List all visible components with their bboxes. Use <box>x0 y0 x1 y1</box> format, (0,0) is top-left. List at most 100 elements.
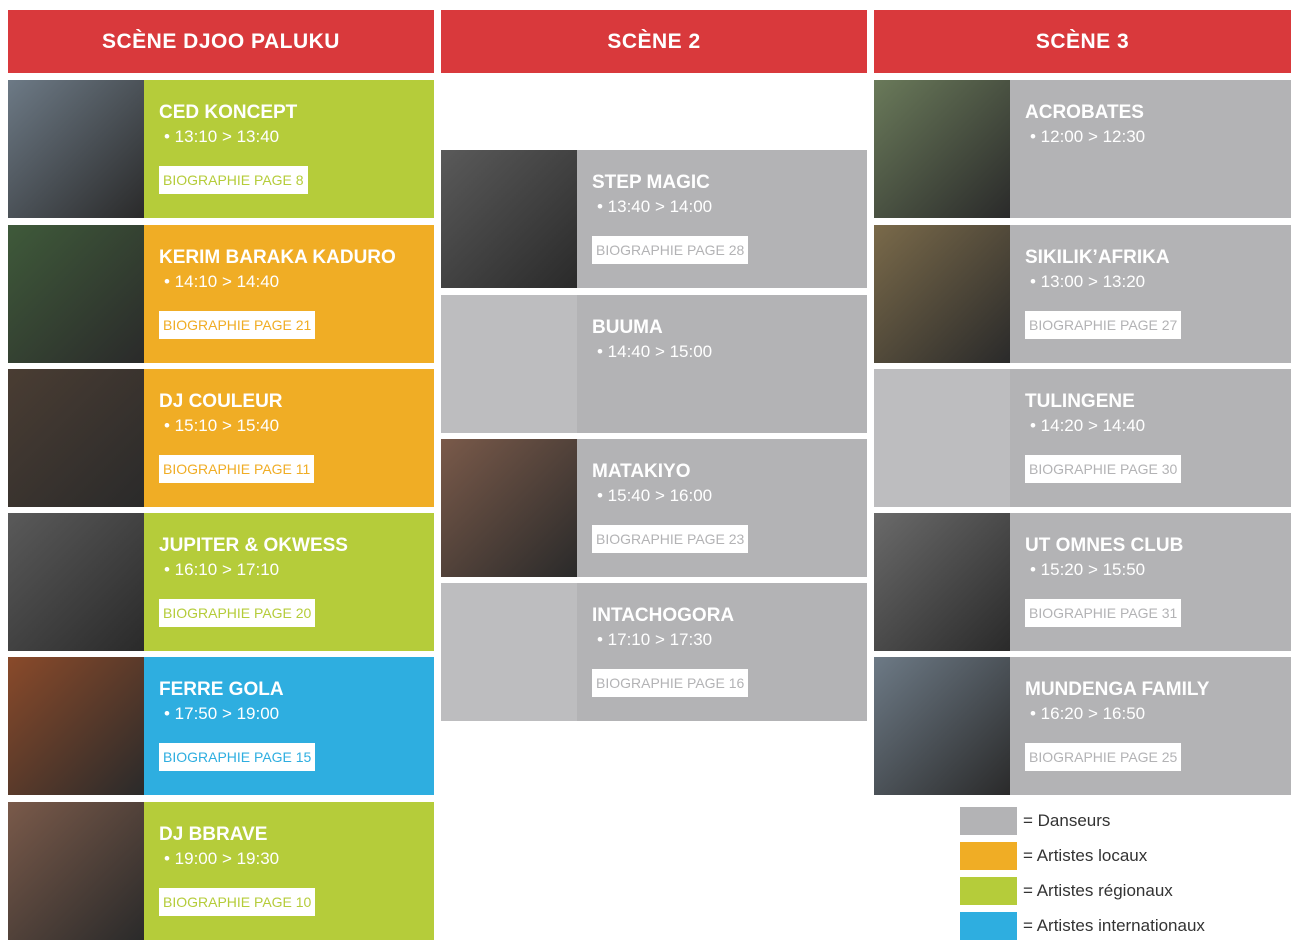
artist-info: STEP MAGIC • 13:40 > 14:00 BIOGRAPHIE PAGE… <box>577 150 867 288</box>
bio-link: BIOGRAPHIE PAGE 23 <box>592 525 749 553</box>
artist-name: MUNDENGA FAMILY <box>1025 679 1210 700</box>
artist-photo <box>441 439 577 577</box>
stage-header: SCÈNE 3 <box>874 10 1291 73</box>
stage-header: SCÈNE 2 <box>441 10 867 73</box>
artist-name: DJ BBRAVE <box>159 824 268 845</box>
artist-photo <box>8 513 144 651</box>
artist-info: TULINGENE • 14:20 > 14:40 BIOGRAPHIE PAGE … <box>1010 369 1291 507</box>
bio-link: BIOGRAPHIE PAGE 16 <box>592 669 749 697</box>
artist-card: BUUMA • 14:40 > 15:00 <box>441 295 867 433</box>
bio-link: BIOGRAPHIE PAGE 15 <box>159 743 316 771</box>
artist-time: • 13:40 > 14:00 <box>597 197 713 216</box>
artist-card: SIKILIK’AFRIKA • 13:00 > 13:20 BIOGRAPHIE … <box>874 225 1291 363</box>
artist-card: JUPITER & OKWESS • 16:10 > 17:10 BIOGRAPHI… <box>8 513 434 651</box>
artist-photo <box>874 657 1010 795</box>
artist-time: • 13:10 > 13:40 <box>164 127 280 146</box>
artist-photo <box>8 80 144 218</box>
artist-card: FERRE GOLA • 17:50 > 19:00 BIOGRAPHIE PAGE… <box>8 657 434 795</box>
bio-link: BIOGRAPHIE PAGE 21 <box>159 311 316 339</box>
artist-time: • 15:10 > 15:40 <box>164 416 280 435</box>
artist-info: SIKILIK’AFRIKA • 13:00 > 13:20 BIOGRAPHIE … <box>1010 225 1291 363</box>
artist-name: BUUMA <box>592 317 663 338</box>
legend-label: = Artistes internationaux <box>1023 916 1205 935</box>
artist-card: KERIM BARAKA KADURO • 14:10 > 14:40 BIOGRA… <box>8 225 434 363</box>
artist-photo <box>874 513 1010 651</box>
artist-time: • 14:20 > 14:40 <box>1030 416 1146 435</box>
artist-card: TULINGENE • 14:20 > 14:40 BIOGRAPHIE PAGE … <box>874 369 1291 507</box>
artist-info: DJ BBRAVE • 19:00 > 19:30 BIOGRAPHIE PAGE … <box>144 802 434 940</box>
artist-photo <box>441 583 577 721</box>
bio-link: BIOGRAPHIE PAGE 27 <box>1025 311 1182 339</box>
artist-photo <box>8 225 144 363</box>
artist-info: FERRE GOLA • 17:50 > 19:00 BIOGRAPHIE PAGE… <box>144 657 434 795</box>
stage-header: SCÈNE DJOO PALUKU <box>8 10 434 73</box>
legend-label: = Danseurs <box>1023 811 1111 830</box>
artist-card: MATAKIYO • 15:40 > 16:00 BIOGRAPHIE PAGE 2… <box>441 439 867 577</box>
artist-name: STEP MAGIC <box>592 172 710 193</box>
artist-info: ACROBATES • 12:00 > 12:30 <box>1010 80 1291 218</box>
artist-card: INTACHOGORA • 17:10 > 17:30 BIOGRAPHIE PAG… <box>441 583 867 721</box>
artist-time: • 16:20 > 16:50 <box>1030 704 1146 723</box>
bio-link: BIOGRAPHIE PAGE 28 <box>592 236 749 264</box>
artist-time: • 14:10 > 14:40 <box>164 272 280 291</box>
artist-name: DJ COULEUR <box>159 391 283 412</box>
artist-photo <box>441 150 577 288</box>
artist-name: SIKILIK’AFRIKA <box>1025 247 1170 268</box>
artist-name: KERIM BARAKA KADURO <box>159 247 396 268</box>
artist-time: • 17:50 > 19:00 <box>164 704 280 723</box>
artist-name: MATAKIYO <box>592 461 691 482</box>
legend-swatch <box>960 842 1017 870</box>
artist-name: FERRE GOLA <box>159 679 284 700</box>
artist-photo <box>874 369 1010 507</box>
artist-time: • 14:40 > 15:00 <box>597 342 713 361</box>
legend-label: = Artistes régionaux <box>1023 881 1173 900</box>
artist-name: UT OMNES CLUB <box>1025 535 1184 556</box>
bio-link: BIOGRAPHIE PAGE 8 <box>159 166 308 194</box>
artist-info: DJ COULEUR • 15:10 > 15:40 BIOGRAPHIE PAGE… <box>144 369 434 507</box>
artist-time: • 15:20 > 15:50 <box>1030 560 1146 579</box>
artist-time: • 15:40 > 16:00 <box>597 486 713 505</box>
artist-info: MATAKIYO • 15:40 > 16:00 BIOGRAPHIE PAGE 2… <box>577 439 867 577</box>
artist-card: STEP MAGIC • 13:40 > 14:00 BIOGRAPHIE PAGE… <box>441 150 867 288</box>
artist-info: MUNDENGA FAMILY • 16:20 > 16:50 BIOGRAPHIE… <box>1010 657 1291 795</box>
artist-name: INTACHOGORA <box>592 605 735 626</box>
artist-time: • 19:00 > 19:30 <box>164 849 280 868</box>
artist-time: • 13:00 > 13:20 <box>1030 272 1146 291</box>
bio-link: BIOGRAPHIE PAGE 20 <box>159 599 316 627</box>
artist-photo <box>8 657 144 795</box>
legend-swatch <box>960 877 1017 905</box>
artist-photo <box>8 369 144 507</box>
artist-card: DJ BBRAVE • 19:00 > 19:30 BIOGRAPHIE PAGE … <box>8 802 434 940</box>
artist-card: CED KONCEPT • 13:10 > 13:40 BIOGRAPHIE PAG… <box>8 80 434 218</box>
artist-card: DJ COULEUR • 15:10 > 15:40 BIOGRAPHIE PAGE… <box>8 369 434 507</box>
artist-info: UT OMNES CLUB • 15:20 > 15:50 BIOGRAPHIE P… <box>1010 513 1291 651</box>
artist-info: KERIM BARAKA KADURO • 14:10 > 14:40 BIOGRA… <box>144 225 434 363</box>
bio-link: BIOGRAPHIE PAGE 10 <box>159 888 316 916</box>
artist-photo <box>874 80 1010 218</box>
legend-label: = Artistes locaux <box>1023 846 1148 865</box>
artist-name: JUPITER & OKWESS <box>159 535 348 556</box>
artist-name: CED KONCEPT <box>159 102 298 123</box>
artist-info: INTACHOGORA • 17:10 > 17:30 BIOGRAPHIE PAG… <box>577 583 867 721</box>
artist-photo <box>8 802 144 940</box>
artist-time: • 16:10 > 17:10 <box>164 560 280 579</box>
bio-link: BIOGRAPHIE PAGE 30 <box>1025 455 1182 483</box>
artist-info: CED KONCEPT • 13:10 > 13:40 BIOGRAPHIE PAG… <box>144 80 434 218</box>
artist-time: • 12:00 > 12:30 <box>1030 127 1146 146</box>
artist-card: ACROBATES • 12:00 > 12:30 <box>874 80 1291 218</box>
artist-photo <box>874 225 1010 363</box>
artist-time: • 17:10 > 17:30 <box>597 630 713 649</box>
bio-link: BIOGRAPHIE PAGE 31 <box>1025 599 1182 627</box>
bio-link: BIOGRAPHIE PAGE 11 <box>159 455 315 483</box>
bio-link: BIOGRAPHIE PAGE 25 <box>1025 743 1182 771</box>
artist-info: JUPITER & OKWESS • 16:10 > 17:10 BIOGRAPHI… <box>144 513 434 651</box>
legend-swatch <box>960 807 1017 835</box>
legend-swatch <box>960 912 1017 940</box>
artist-name: ACROBATES <box>1025 102 1144 123</box>
artist-photo <box>441 295 577 433</box>
artist-info: BUUMA • 14:40 > 15:00 <box>577 295 867 433</box>
artist-name: TULINGENE <box>1025 391 1135 412</box>
artist-card: UT OMNES CLUB • 15:20 > 15:50 BIOGRAPHIE P… <box>874 513 1291 651</box>
artist-card: MUNDENGA FAMILY • 16:20 > 16:50 BIOGRAPHIE… <box>874 657 1291 795</box>
